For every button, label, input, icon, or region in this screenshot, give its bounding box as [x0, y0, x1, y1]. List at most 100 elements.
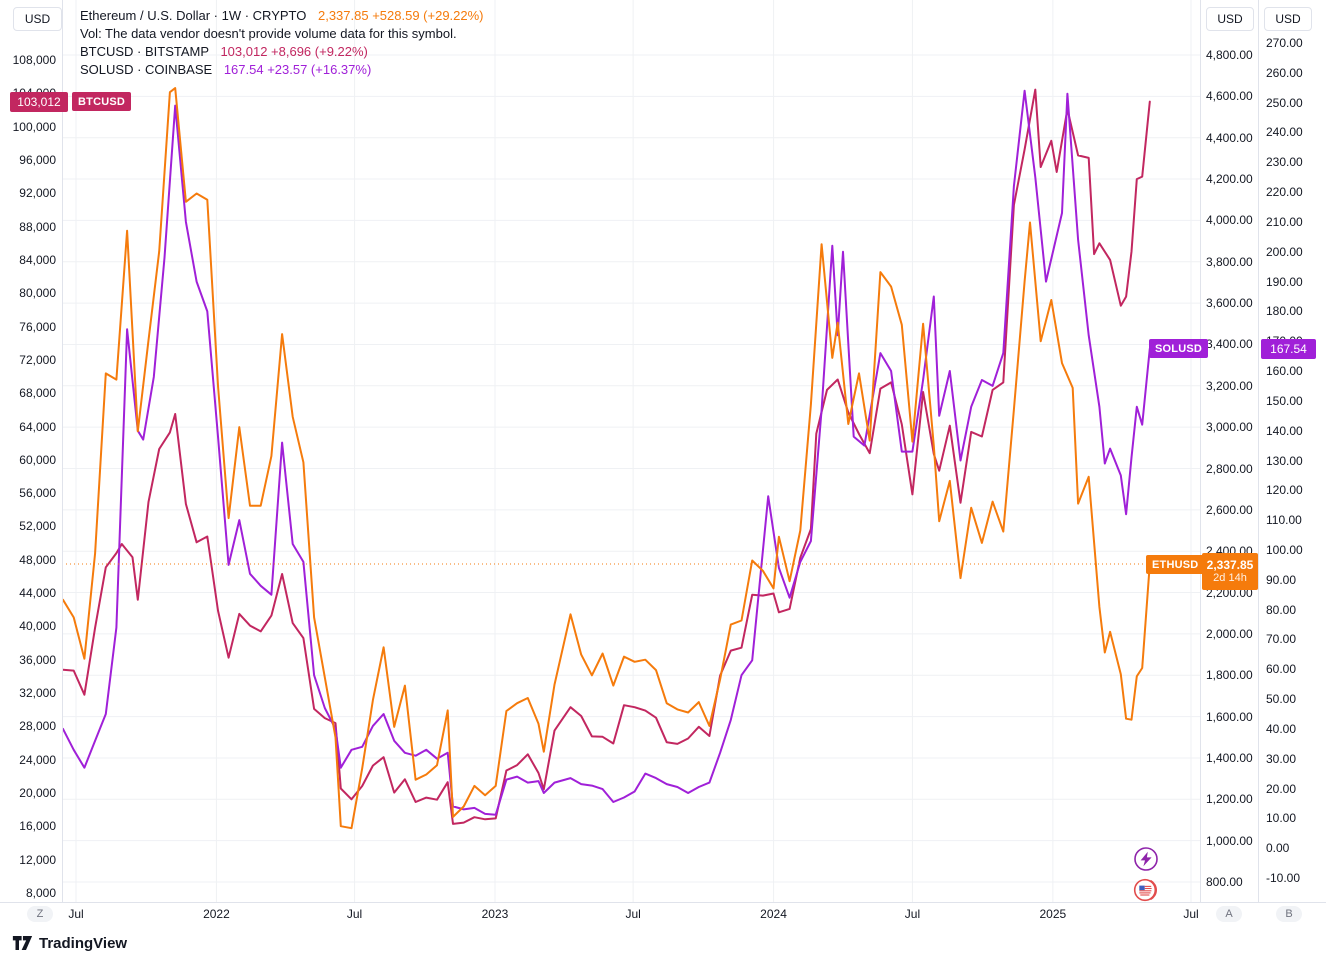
axis-tick-label: 60,000: [19, 452, 56, 467]
time-tick-label: 2025: [1039, 907, 1067, 921]
series-line-ethusd: [62, 87, 1151, 830]
legend-row-solusd[interactable]: SOLUSD · COINBASE 167.54 +23.57 (+16.37%…: [80, 61, 484, 78]
axis-tick-label: 72,000: [19, 352, 56, 367]
axis-tick-label: 180.00: [1266, 304, 1303, 319]
axis-tick-label: 84,000: [19, 252, 56, 267]
btc-compare-values: 103,012 +8,696 (+9.22%): [220, 44, 368, 59]
axis-tick-label: 92,000: [19, 186, 56, 201]
axis-tick-label: 36,000: [19, 652, 56, 667]
axis-tick-label: 1,800.00: [1206, 668, 1253, 683]
axis-tick-label: 250.00: [1266, 95, 1303, 110]
footer: TradingView: [0, 925, 1326, 960]
axis-tick-label: 110.00: [1266, 513, 1302, 528]
right-axis-a-currency-button[interactable]: USD: [1206, 7, 1254, 31]
axis-tick-label: 60.00: [1266, 662, 1297, 677]
axis-tick-label: 150.00: [1266, 393, 1303, 408]
axis-tick-label: 64,000: [19, 419, 56, 434]
right-axis-b-currency-button[interactable]: USD: [1264, 7, 1312, 31]
legend-row-volume[interactable]: Vol: The data vendor doesn't provide vol…: [80, 25, 484, 42]
axis-tick-label: 2,600.00: [1206, 502, 1253, 517]
sol-current-price-label: 167.54: [1261, 339, 1316, 359]
eth-bar-countdown: 2d 14h: [1213, 571, 1247, 584]
axis-tick-label: 230.00: [1266, 155, 1303, 170]
axis-tick-label: 270.00: [1266, 36, 1303, 50]
axis-tick-label: 20.00: [1266, 781, 1297, 796]
axis-tick-label: -10.00: [1266, 871, 1301, 885]
axis-tick-label: 120.00: [1266, 483, 1303, 498]
btc-compare-title: BTCUSD · BITSTAMP: [80, 44, 209, 59]
legend-row-ethusd[interactable]: Ethereum / U.S. Dollar · 1W · CRYPTO 2,3…: [80, 7, 484, 24]
axis-tick-label: 96,000: [19, 152, 56, 167]
right-scale-b-divider: [1258, 0, 1259, 902]
axis-tick-label: 68,000: [19, 386, 56, 401]
axis-tick-label: 260.00: [1266, 65, 1303, 80]
axis-tick-label: 52,000: [19, 519, 56, 534]
axis-tick-label: 50.00: [1266, 692, 1297, 707]
axis-tick-label: 24,000: [19, 752, 56, 767]
axis-tick-label: 240.00: [1266, 125, 1303, 140]
sol-compare-title: SOLUSD · COINBASE: [80, 62, 213, 77]
volume-note: Vol: The data vendor doesn't provide vol…: [80, 26, 457, 41]
time-tick-label: 2024: [760, 907, 787, 921]
legend-row-btcusd[interactable]: BTCUSD · BITSTAMP 103,012 +8,696 (+9.22%…: [80, 43, 484, 60]
chart-marker-icons: [1133, 846, 1159, 902]
axis-tick-label: 4,200.00: [1206, 172, 1253, 187]
axis-tick-label: 8,000: [25, 886, 56, 900]
sol-series-tag: SOLUSD: [1149, 339, 1209, 358]
axis-tick-label: 200.00: [1266, 244, 1303, 259]
axis-tick-label: 800.00: [1206, 875, 1243, 889]
time-scale[interactable]: Jul 2022 Jul 2023 Jul 2024 Jul 2025 Jul Z A B: [0, 902, 1326, 926]
series-line-solusd: [62, 89, 1151, 816]
axis-tick-label: 190.00: [1266, 274, 1303, 289]
scale-b-button[interactable]: B: [1276, 906, 1302, 922]
left-scale-divider: [62, 0, 63, 902]
axis-tick-label: 1,000.00: [1206, 833, 1253, 848]
axis-tick-label: 0.00: [1266, 841, 1290, 856]
symbol-title: Ethereum / U.S. Dollar · 1W · CRYPTO: [80, 8, 307, 23]
tradingview-logo-text: TradingView: [39, 934, 128, 952]
axis-tick-label: 160.00: [1266, 364, 1303, 379]
axis-tick-label: 1,200.00: [1206, 792, 1253, 807]
time-tick-label: 2023: [481, 907, 509, 921]
axis-tick-label: 80,000: [19, 286, 56, 301]
axis-tick-label: 140.00: [1266, 423, 1303, 438]
axis-tick-label: 56,000: [19, 486, 56, 501]
axis-tick-label: 100.00: [1266, 542, 1303, 557]
axis-tick-label: 3,200.00: [1206, 378, 1253, 393]
scale-a-button[interactable]: A: [1216, 906, 1242, 922]
axis-tick-label: 4,800.00: [1206, 48, 1253, 62]
axis-tick-label: 108,000: [12, 53, 56, 67]
us-flag-icon[interactable]: [1133, 877, 1159, 903]
axis-tick-label: 3,400.00: [1206, 337, 1253, 352]
time-scale-labels: Jul 2022 Jul 2023 Jul 2024 Jul 2025 Jul: [62, 903, 1198, 925]
axis-tick-label: 40.00: [1266, 721, 1297, 736]
eth-price-value: 2,337.85: [1206, 557, 1254, 572]
axis-tick-label: 100,000: [12, 119, 56, 134]
axis-tick-label: 10.00: [1266, 811, 1297, 826]
axis-tick-label: 3,600.00: [1206, 296, 1253, 311]
left-axis-currency-button[interactable]: USD: [13, 7, 62, 31]
price-chart-canvas[interactable]: [62, 0, 1200, 902]
time-tick-label: Jul: [1183, 907, 1198, 921]
axis-tick-label: 16,000: [19, 819, 56, 834]
axis-tick-label: 2,800.00: [1206, 461, 1253, 476]
axis-tick-label: 1,400.00: [1206, 750, 1253, 765]
axis-tick-label: 1,600.00: [1206, 709, 1253, 724]
time-tick-label: Jul: [904, 907, 921, 921]
axis-tick-label: 4,600.00: [1206, 89, 1253, 104]
tradingview-logo-icon: [12, 936, 33, 950]
axis-tick-label: 70.00: [1266, 632, 1297, 647]
axis-tick-label: 20,000: [19, 786, 56, 801]
axis-tick-label: 3,800.00: [1206, 254, 1253, 269]
lightning-icon[interactable]: [1133, 846, 1159, 872]
axis-tick-label: 12,000: [19, 852, 56, 867]
axis-tick-label: 220.00: [1266, 185, 1303, 200]
btc-series-tag: BTCUSD: [72, 92, 132, 111]
tradingview-logo[interactable]: TradingView: [12, 933, 127, 953]
chart-legend: Ethereum / U.S. Dollar · 1W · CRYPTO 2,3…: [80, 7, 484, 79]
axis-tick-label: 210.00: [1266, 214, 1303, 229]
axis-tick-label: 76,000: [19, 319, 56, 334]
axis-tick-label: 3,000.00: [1206, 420, 1253, 435]
timezone-button[interactable]: Z: [27, 906, 53, 922]
